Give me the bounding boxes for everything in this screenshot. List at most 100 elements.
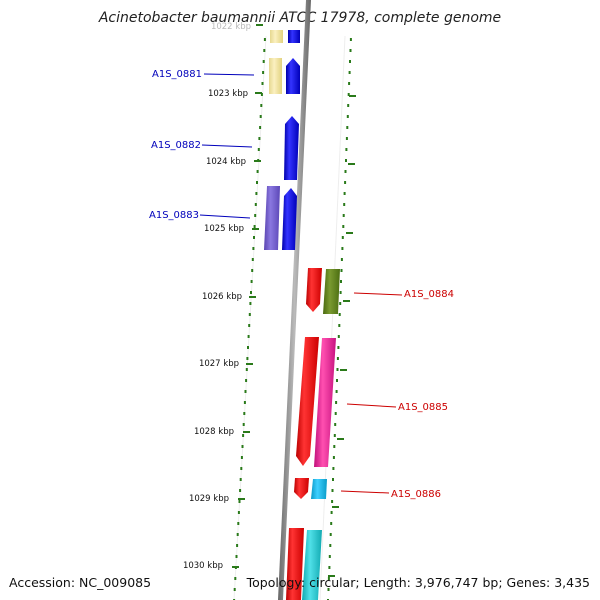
gc-dot — [345, 159, 347, 162]
gene-label-a1s-0885[interactable]: A1S_0885 — [398, 402, 448, 413]
leader-line — [346, 403, 397, 408]
gc-dot — [242, 423, 245, 426]
gc-dot — [333, 445, 336, 448]
reverse-features — [286, 268, 340, 600]
accession-label: Accession: NC_009085 — [9, 575, 152, 590]
tick-mark — [337, 438, 344, 440]
gc-dot — [340, 280, 342, 283]
tick-label: 1023 kbp — [208, 89, 248, 99]
gc-dot — [262, 71, 265, 74]
gc-dot — [248, 313, 251, 316]
gc-dot — [346, 126, 349, 129]
gc-dot — [330, 511, 333, 514]
gc-ticks-right — [328, 95, 356, 577]
gc-dot — [259, 126, 262, 129]
gc-dot — [233, 588, 236, 591]
misc-feature-olive — [323, 269, 340, 314]
gc-dot — [342, 225, 345, 228]
gc-dot — [243, 412, 246, 415]
genome-backbone — [278, 0, 311, 600]
gc-dot — [336, 379, 338, 382]
gc-dot — [337, 335, 340, 338]
gc-dot — [328, 566, 331, 569]
gc-dot — [341, 247, 344, 250]
gc-dot — [335, 390, 338, 393]
gc-dot — [250, 291, 252, 294]
gc-dot — [240, 467, 243, 470]
gc-dot — [331, 489, 334, 492]
gc-dots-left — [233, 38, 266, 600]
gene-label-a1s-0881[interactable]: A1S_0881 — [152, 69, 202, 80]
gene-label-a1s-0886[interactable]: A1S_0886 — [391, 489, 441, 500]
cds-reverse-0886 — [294, 478, 309, 499]
gc-dot — [335, 401, 338, 404]
gc-dot — [336, 357, 339, 360]
gc-dot — [262, 60, 265, 63]
gene-label-a1s-0883[interactable]: A1S_0883 — [149, 210, 199, 221]
gene-label-a1s-0882[interactable]: A1S_0882 — [151, 140, 201, 151]
gc-dot — [247, 346, 249, 349]
leader-line — [203, 73, 255, 76]
tick-mark — [349, 95, 356, 97]
tick-label: 1028 kbp — [194, 427, 234, 437]
gc-dot — [263, 49, 266, 52]
gc-dot — [239, 478, 242, 481]
gc-dot — [245, 379, 248, 382]
misc-feature-pink — [314, 338, 336, 467]
gc-dot — [349, 60, 351, 63]
cds-reverse-0884 — [306, 268, 322, 312]
gc-dot — [237, 522, 240, 525]
misc-feature-teal — [302, 530, 322, 600]
tick-mark — [249, 296, 256, 298]
gc-dot — [330, 522, 333, 525]
tick-label: 1029 kbp — [189, 494, 229, 504]
genome-title: Acinetobacter baumannii ATCC 17978, comp… — [98, 10, 502, 26]
gc-dot — [259, 115, 262, 118]
gc-dot — [251, 258, 254, 261]
tick-mark — [252, 228, 259, 230]
tick-mark — [348, 163, 355, 165]
gc-dot — [329, 544, 332, 547]
gc-dot — [339, 291, 342, 294]
gc-dot — [334, 423, 337, 426]
gc-dot — [345, 148, 348, 151]
gc-dot — [342, 214, 345, 217]
gc-dot — [332, 467, 335, 470]
gc-dot — [234, 577, 237, 580]
misc-feature-yellow-1 — [270, 30, 283, 43]
leader-line — [353, 292, 403, 296]
tick-label: 1027 kbp — [199, 359, 239, 369]
gc-dot — [235, 555, 238, 558]
gc-dot — [327, 577, 330, 580]
gc-dot — [252, 247, 255, 250]
leader-line — [199, 214, 251, 219]
misc-feature-cyan — [311, 479, 327, 499]
gc-dot — [263, 38, 266, 41]
gc-dot — [343, 192, 346, 195]
gc-dot — [340, 269, 343, 272]
gc-dot — [261, 82, 264, 85]
gc-dot — [346, 115, 349, 118]
gc-dot — [337, 346, 340, 349]
gc-dot — [260, 104, 263, 107]
tick-mark — [343, 300, 350, 302]
gc-dot — [254, 203, 257, 206]
gc-dot — [256, 170, 259, 173]
leader-line — [340, 490, 390, 494]
misc-feature-yellow-2 — [269, 58, 282, 94]
gc-dot — [250, 280, 253, 283]
gc-dot — [241, 445, 244, 448]
gc-dot — [249, 302, 252, 305]
tick-mark — [256, 24, 263, 26]
tick-mark — [332, 506, 339, 508]
gc-dot — [253, 236, 255, 239]
cds-forward-top — [288, 30, 300, 43]
gc-dot — [347, 104, 350, 107]
gc-dot — [343, 203, 346, 206]
cds-forward-0881 — [286, 58, 300, 94]
gc-dots-right — [327, 38, 352, 600]
gc-dot — [345, 137, 348, 140]
gc-dot — [251, 269, 254, 272]
gene-label-a1s-0884[interactable]: A1S_0884 — [404, 289, 454, 300]
tick-label: 1025 kbp — [204, 224, 244, 234]
